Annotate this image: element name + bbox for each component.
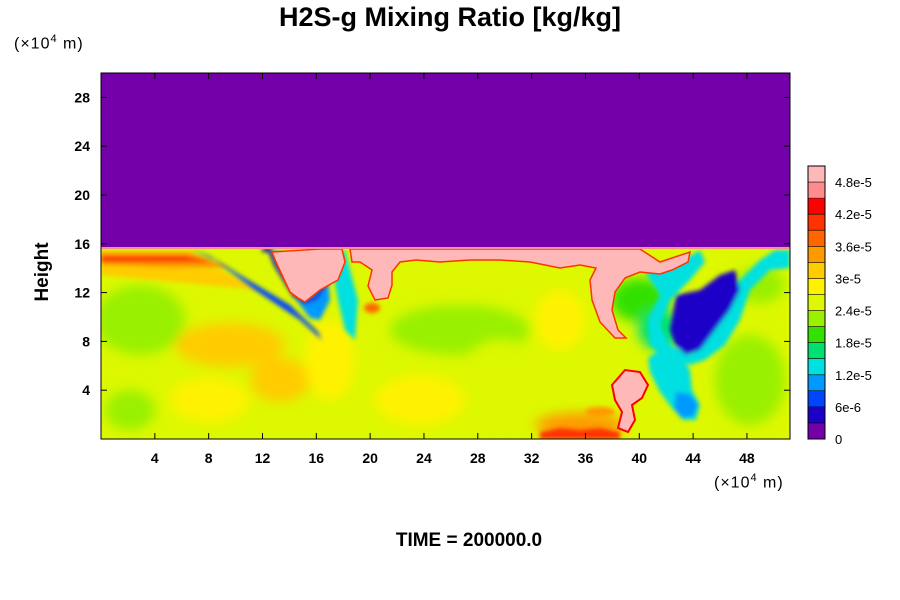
colorbar-swatch (808, 214, 825, 231)
colorbar-tick-label: 6e-6 (835, 400, 861, 415)
colorbar-tick-label: 3.6e-5 (835, 239, 872, 254)
x-tick-label: 20 (362, 450, 378, 466)
colorbar-swatch (808, 310, 825, 327)
colorbar-swatch (808, 326, 825, 343)
x-tick-label: 28 (470, 450, 486, 466)
y-tick-label: 12 (74, 285, 90, 301)
colorbar-frame (807, 165, 826, 440)
x-tick-label: 36 (578, 450, 594, 466)
x-tick-label: 8 (205, 450, 213, 466)
x-tick-label: 40 (631, 450, 647, 466)
colorbar-swatch (808, 422, 825, 440)
high-value-plumes (270, 248, 691, 434)
colorbar-swatch (808, 294, 825, 311)
y-tick-label: 16 (74, 236, 90, 252)
x-tick-label: 44 (685, 450, 701, 466)
colorbar-tick-label: 1.2e-5 (835, 368, 872, 383)
colorbar-tick-label: 0 (835, 432, 842, 447)
colorbar-tick-label: 2.4e-5 (835, 304, 872, 319)
colorbar-swatch (808, 182, 825, 199)
colorbar: 0 6e-6 1.2e-5 1.8e-5 2.4e-5 3e-5 3.6e-5 4.2e-5 4… (807, 165, 872, 447)
colorbar-swatch (808, 230, 825, 247)
colorbar-tick-label: 4.2e-5 (835, 207, 872, 222)
colorbar-swatch (808, 246, 825, 263)
chart-title: H2S-g Mixing Ratio [kg/kg] (278, 2, 621, 32)
x-tick-label: 32 (524, 450, 540, 466)
time-label: TIME = 200000.0 (395, 530, 543, 551)
colorbar-tick-label: 4.8e-5 (835, 175, 872, 190)
x-tick-label: 48 (739, 450, 755, 466)
y-tick-label: 4 (82, 382, 90, 398)
colorbar-swatch (808, 198, 825, 215)
x-tick-label: 12 (255, 450, 271, 466)
plot-area (101, 73, 790, 439)
colorbar-swatch (808, 374, 825, 392)
colorbar-swatch (808, 262, 825, 279)
y-tick-label: 8 (82, 333, 90, 349)
colorbar-swatch (808, 166, 825, 183)
left-streaks (101, 252, 260, 290)
x-tick-label: 4 (151, 450, 159, 466)
y-axis-unit: (×104 m) (14, 33, 84, 53)
hot-spots (364, 303, 620, 439)
y-tick-label: 28 (74, 89, 90, 105)
plot-frame (100, 72, 791, 440)
x-tick-label: 24 (416, 450, 432, 466)
x-tick-label: 16 (309, 450, 325, 466)
colorbar-swatch (808, 406, 825, 424)
colorbar-tick-label: 1.8e-5 (835, 336, 872, 351)
x-axis-unit: (×104 m) (714, 472, 784, 492)
y-tick-label: 20 (74, 187, 90, 203)
colorbar-swatch (808, 358, 825, 376)
colorbar-swatch (808, 390, 825, 408)
colorbar-tick-label: 3e-5 (835, 271, 861, 286)
colorbar-swatch (808, 278, 825, 295)
colorbar-swatch (808, 342, 825, 360)
y-tick-label: 24 (74, 138, 90, 154)
